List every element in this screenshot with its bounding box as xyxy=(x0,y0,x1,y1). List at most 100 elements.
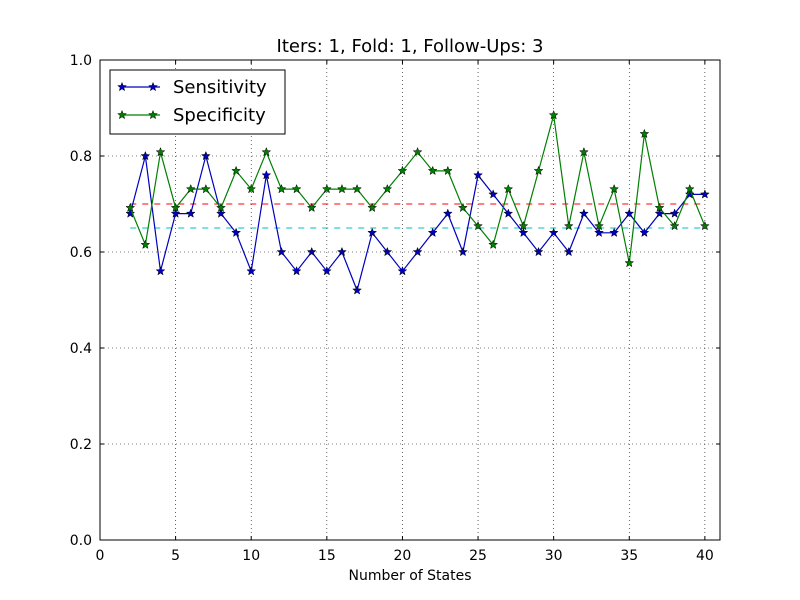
data-point-specificity xyxy=(397,165,408,176)
data-point-specificity xyxy=(367,202,378,213)
data-point-specificity xyxy=(276,183,287,194)
data-point-specificity xyxy=(352,183,363,194)
data-point-specificity xyxy=(624,257,635,268)
legend-label-specificity: Specificity xyxy=(173,105,266,126)
data-point-specificity xyxy=(578,146,589,157)
x-tick-label: 30 xyxy=(545,548,563,564)
data-point-sensitivity xyxy=(427,227,438,238)
x-tick-label: 20 xyxy=(394,548,412,564)
x-tick-label: 40 xyxy=(696,548,714,564)
x-tick-label: 15 xyxy=(318,548,336,564)
data-point-sensitivity xyxy=(336,246,347,257)
data-point-specificity xyxy=(216,202,226,213)
series-sensitivity xyxy=(125,150,710,295)
data-point-specificity xyxy=(548,109,559,120)
legend-box xyxy=(109,69,286,135)
data-point-specificity xyxy=(200,183,211,194)
y-tick-label: 0.0 xyxy=(70,533,92,549)
data-point-sensitivity xyxy=(594,227,604,238)
data-point-sensitivity xyxy=(548,227,559,238)
legend-marker xyxy=(117,81,127,92)
legend-marker xyxy=(148,81,158,92)
data-point-sensitivity xyxy=(216,208,226,218)
data-point-specificity xyxy=(382,183,393,194)
data-point-sensitivity xyxy=(473,169,484,180)
data-point-sensitivity xyxy=(578,208,589,218)
y-tick-label: 0.6 xyxy=(70,245,92,261)
data-point-specificity xyxy=(412,146,423,157)
data-point-sensitivity xyxy=(518,227,529,238)
x-tick-label: 0 xyxy=(96,548,105,564)
data-point-specificity xyxy=(594,220,604,231)
legend-label-sensitivity: Sensitivity xyxy=(173,77,267,98)
data-point-sensitivity xyxy=(457,246,468,257)
data-point-specificity xyxy=(291,183,302,194)
data-point-specificity xyxy=(261,146,272,157)
data-point-specificity xyxy=(457,202,468,213)
data-point-sensitivity xyxy=(261,169,272,180)
data-point-specificity xyxy=(125,202,136,213)
data-point-sensitivity xyxy=(488,189,499,199)
data-point-specificity xyxy=(231,165,242,176)
data-point-sensitivity xyxy=(563,246,574,257)
x-axis-label: Number of States xyxy=(349,568,472,584)
data-point-specificity xyxy=(684,183,695,194)
legend-marker xyxy=(148,109,158,120)
data-point-sensitivity xyxy=(639,227,650,238)
y-tick-label: 0.8 xyxy=(70,149,92,165)
series-specificity xyxy=(125,109,710,268)
y-tick-label: 1.0 xyxy=(70,53,92,69)
data-point-sensitivity xyxy=(155,265,166,276)
series-layer xyxy=(125,109,710,295)
data-point-specificity xyxy=(669,220,680,231)
data-point-specificity xyxy=(488,239,499,250)
data-point-specificity xyxy=(563,220,574,231)
data-point-sensitivity xyxy=(699,189,710,199)
data-point-specificity xyxy=(533,165,544,176)
data-point-specificity xyxy=(185,183,196,194)
ticks: 0 5 10 15 20 25 30 35 40 0.0 0.2 0.4 0.6 0.8 1.0 xyxy=(70,53,720,564)
data-point-sensitivity xyxy=(231,227,242,238)
data-point-sensitivity xyxy=(321,265,332,276)
data-point-sensitivity xyxy=(200,150,211,161)
data-point-sensitivity xyxy=(503,208,514,218)
chart-title: Iters: 1, Fold: 1, Follow-Ups: 3 xyxy=(277,36,544,57)
data-point-specificity xyxy=(170,202,181,213)
data-point-sensitivity xyxy=(382,246,393,257)
data-point-specificity xyxy=(699,220,710,231)
data-point-sensitivity xyxy=(125,208,136,218)
data-point-specificity xyxy=(306,202,317,213)
legend-marker xyxy=(117,109,127,120)
data-point-specificity xyxy=(609,183,620,194)
y-tick-label: 0.2 xyxy=(70,437,92,453)
data-point-specificity xyxy=(473,220,484,231)
data-point-sensitivity xyxy=(185,208,196,218)
data-point-sensitivity xyxy=(352,285,363,295)
data-point-sensitivity xyxy=(397,265,408,276)
y-tick-label: 0.4 xyxy=(70,341,92,357)
data-point-sensitivity xyxy=(306,246,317,257)
data-point-sensitivity xyxy=(367,227,378,238)
data-point-sensitivity xyxy=(669,208,680,218)
data-point-specificity xyxy=(155,146,166,157)
x-tick-label: 25 xyxy=(469,548,487,564)
data-point-sensitivity xyxy=(412,246,423,257)
data-point-sensitivity xyxy=(442,208,453,218)
x-tick-label: 35 xyxy=(620,548,638,564)
data-point-sensitivity xyxy=(624,208,635,218)
data-point-sensitivity xyxy=(533,246,544,257)
data-point-specificity xyxy=(442,165,453,176)
grid xyxy=(100,60,720,540)
data-point-specificity xyxy=(639,128,650,139)
data-point-sensitivity xyxy=(246,265,257,276)
plot-frame xyxy=(99,59,721,541)
x-tick-label: 10 xyxy=(242,548,260,564)
legend: Sensitivity Specificity xyxy=(109,69,286,135)
data-point-sensitivity xyxy=(170,208,181,218)
data-point-specificity xyxy=(427,165,438,176)
data-point-specificity xyxy=(336,183,347,194)
data-point-sensitivity xyxy=(291,265,302,276)
data-point-specificity xyxy=(321,183,332,194)
